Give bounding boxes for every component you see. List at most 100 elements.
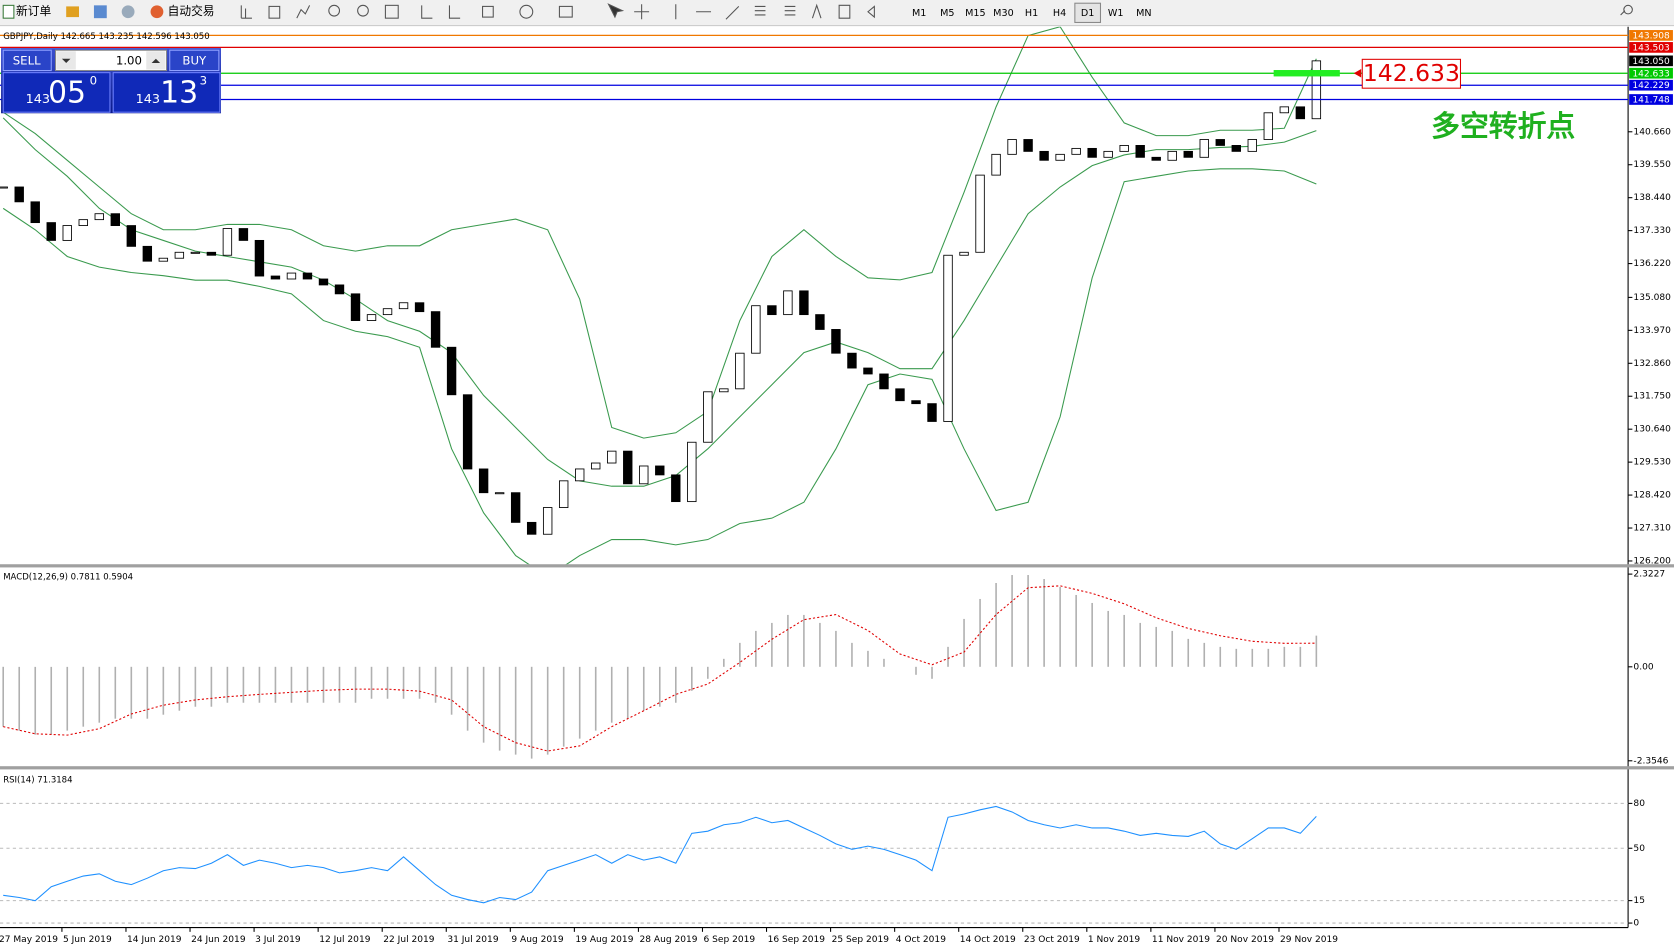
text-icons[interactable] xyxy=(811,3,851,19)
auto-trade-icon[interactable] xyxy=(150,5,164,19)
period-icon[interactable] xyxy=(519,4,534,19)
candle xyxy=(863,367,873,375)
candle xyxy=(510,492,521,523)
candle xyxy=(783,290,793,316)
buy-price-box[interactable] xyxy=(112,72,221,113)
toolbar-bg xyxy=(0,0,1674,26)
timeframe-button[interactable]: M30 xyxy=(993,8,1014,19)
candle xyxy=(462,394,473,470)
template-icon[interactable] xyxy=(558,5,573,18)
timeframe-button[interactable]: W1 xyxy=(1108,8,1124,19)
price-level-box xyxy=(1629,94,1673,105)
candle xyxy=(414,302,425,313)
candle xyxy=(639,465,649,485)
timeframe-button[interactable]: H1 xyxy=(1025,8,1038,19)
candle xyxy=(975,174,985,253)
candle-icon[interactable] xyxy=(268,5,281,19)
timeframes: M1 M5 M15 M30 H1 H4 D1 W1 MN xyxy=(912,2,1152,23)
bar-chart-icon[interactable] xyxy=(240,5,252,19)
line-icon[interactable] xyxy=(296,5,311,19)
y-tick-label: 0.00 xyxy=(1633,662,1653,672)
candle xyxy=(687,441,697,503)
y-tick-label: 137.330 xyxy=(1633,226,1671,236)
rsi-line xyxy=(3,805,1317,904)
cursor-icon[interactable] xyxy=(607,3,625,19)
draw-icons[interactable] xyxy=(675,4,740,20)
candle xyxy=(591,462,601,470)
candle xyxy=(94,213,104,221)
candle xyxy=(895,388,905,402)
y-tick-label: 127.310 xyxy=(1633,524,1671,534)
price-level-label: 143.908 xyxy=(1632,31,1670,41)
candle xyxy=(0,186,8,189)
zoom-in-icon[interactable] xyxy=(328,4,341,17)
scroll-icon[interactable] xyxy=(421,5,461,19)
tool-icon[interactable] xyxy=(93,5,107,19)
panel-title: RSI(14) 71.3184 xyxy=(3,776,72,786)
buy-button[interactable] xyxy=(169,49,220,72)
y-tick-label: 138.440 xyxy=(1633,193,1671,203)
sell-button[interactable] xyxy=(2,49,52,72)
candle xyxy=(350,293,361,321)
search-icon[interactable] xyxy=(1623,4,1633,15)
new-order-icon[interactable] xyxy=(2,4,15,19)
timeframe-button[interactable]: H4 xyxy=(1053,8,1066,19)
indicator-icon[interactable] xyxy=(482,5,494,18)
candle xyxy=(623,450,633,485)
x-tick-label: 25 Sep 2019 xyxy=(832,935,890,945)
candle xyxy=(1055,153,1065,161)
candle xyxy=(1279,106,1290,114)
candle xyxy=(62,225,72,241)
timeframe-button[interactable]: D1 xyxy=(1081,8,1095,19)
lots-value[interactable]: 1.00 xyxy=(116,53,142,67)
buy-price-big: 13 xyxy=(160,76,198,111)
candle xyxy=(719,388,729,393)
candle xyxy=(735,352,745,390)
sell-label[interactable]: SELL xyxy=(13,53,41,67)
timeframe-button[interactable]: MN xyxy=(1136,8,1151,19)
timeframe-button[interactable]: M15 xyxy=(965,8,986,19)
candle xyxy=(46,222,56,241)
x-tick-label: 3 Jul 2019 xyxy=(255,935,301,945)
candle xyxy=(222,228,233,256)
auto-trade-button[interactable]: 自动交易 xyxy=(168,4,215,18)
x-tick-label: 5 Jun 2019 xyxy=(63,935,112,945)
x-tick-label: 9 Aug 2019 xyxy=(511,935,563,945)
tool-icon[interactable] xyxy=(66,6,80,18)
new-order-button[interactable]: 新订单 xyxy=(16,4,51,18)
lots-input[interactable] xyxy=(54,49,168,72)
price-level-box xyxy=(1629,42,1673,53)
candle xyxy=(575,468,585,482)
bollinger-band xyxy=(2,117,1317,487)
candle xyxy=(671,474,681,503)
panel-title: GBPJPY,Daily 142.665 143.235 142.596 143… xyxy=(3,32,209,42)
timeframe-button[interactable]: M1 xyxy=(912,8,926,19)
y-tick-label: 136.220 xyxy=(1633,259,1671,269)
candle xyxy=(1167,150,1177,161)
x-tick-label: 28 Aug 2019 xyxy=(639,935,697,945)
candle xyxy=(1231,145,1241,152)
price-level-box xyxy=(1629,79,1673,91)
fibo-icons[interactable] xyxy=(754,5,796,16)
crosshair-icon[interactable] xyxy=(634,4,650,20)
candle xyxy=(1103,150,1113,158)
candle xyxy=(1199,139,1209,158)
x-tick-label: 14 Oct 2019 xyxy=(960,935,1016,945)
x-tick-label: 19 Aug 2019 xyxy=(575,935,633,945)
candle xyxy=(1295,106,1306,120)
timeframe-button[interactable]: M5 xyxy=(940,8,954,19)
buy-label[interactable]: BUY xyxy=(182,53,207,67)
x-tick-label: 16 Sep 2019 xyxy=(768,935,826,945)
y-tick-label: 126.200 xyxy=(1633,556,1671,566)
panel-separator xyxy=(0,766,1674,770)
buy-price-sup: 3 xyxy=(200,74,207,88)
y-tick-label: 135.080 xyxy=(1633,293,1671,303)
annotation: 多空转折点 xyxy=(1431,109,1575,143)
one-click-trading-panel: SELL 1.00 BUY 143 05 0 143 13 3 xyxy=(1,48,221,114)
tool-icon[interactable] xyxy=(121,5,135,19)
zoom-out-icon[interactable] xyxy=(357,4,369,17)
tile-icon[interactable] xyxy=(384,4,399,19)
sell-price-box[interactable] xyxy=(2,72,111,113)
candle xyxy=(1119,145,1129,152)
